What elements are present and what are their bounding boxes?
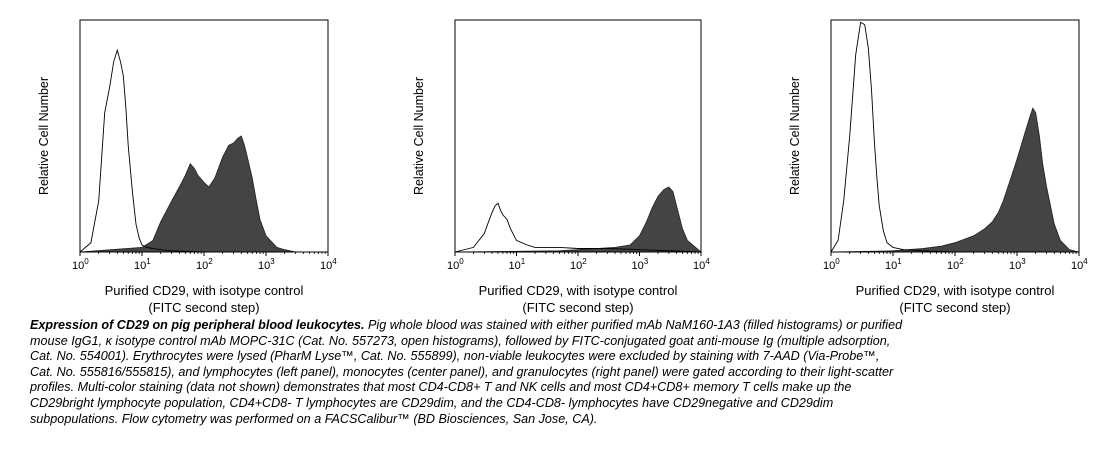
caption-line: Pig whole blood was stained with either …: [364, 318, 903, 332]
x-axis-label-line1: Purified CD29, with isotype control: [479, 283, 678, 298]
x-tick-label: 100: [72, 257, 89, 272]
x-tick-label: 102: [196, 257, 213, 272]
x-axis-label-line2: (FITC second step): [148, 300, 259, 315]
caption-line: Cat. No. 555816/555815), and lymphocytes…: [30, 364, 894, 379]
y-axis-label: Relative Cell Number: [788, 77, 802, 195]
x-tick-label: 103: [632, 257, 649, 272]
histogram-panel-center: 100 101 102 103 104 Relative Cell Number Purif…: [373, 0, 746, 318]
x-tick-label: 100: [823, 257, 840, 272]
filled-histogram-series: [79, 135, 328, 253]
histogram-svg: 100 101 102 103 104 Relative Cell Number Purif…: [37, 19, 337, 315]
x-tick-label: 104: [320, 257, 337, 272]
caption-line: Cat. No. 554001). Erythrocytes were lyse…: [30, 349, 880, 364]
y-axis-label: Relative Cell Number: [412, 77, 426, 195]
x-tick-label: 101: [134, 257, 151, 272]
x-tick-label: 104: [1071, 257, 1088, 272]
x-axis-label-line2: (FITC second step): [899, 300, 1010, 315]
filled-histogram-series: [454, 186, 703, 253]
caption-line: profiles. Multi-color staining (data not…: [30, 380, 852, 395]
y-axis-label: Relative Cell Number: [37, 77, 51, 195]
histogram-svg: 100 101 102 103 104 Relative Cell Number Purif…: [412, 19, 710, 315]
open-histogram-series: [79, 48, 328, 253]
x-tick-label: 103: [258, 257, 275, 272]
x-axis-label-line1: Purified CD29, with isotype control: [105, 283, 304, 298]
x-axis-label-line1: Purified CD29, with isotype control: [856, 283, 1055, 298]
x-axis-label-line2: (FITC second step): [522, 300, 633, 315]
open-histogram-series: [454, 202, 702, 253]
caption-line: mouse IgG1, κ isotype control mAb MOPC-3…: [30, 333, 891, 348]
x-tick-label: 100: [447, 257, 464, 272]
x-tick-label: 102: [570, 257, 587, 272]
x-tick-label: 102: [947, 257, 964, 272]
x-tick-label: 101: [885, 257, 902, 272]
histogram-panel-left: 100 101 102 103 104 Relative Cell Number Purif…: [0, 0, 373, 318]
figure-caption: Expression of CD29 on pig peripheral blo…: [30, 318, 1100, 427]
filled-histogram-series: [830, 107, 1080, 253]
caption-line: subpopulations. Flow cytometry was perfo…: [30, 411, 598, 426]
x-tick-label: 101: [509, 257, 526, 272]
x-tick-label: 104: [693, 257, 710, 272]
histogram-svg: 100 101 102 103 104 Relative Cell Number Purif…: [788, 19, 1088, 315]
histogram-panel-right: 100 101 102 103 104 Relative Cell Number Purif…: [746, 0, 1119, 318]
caption-line: CD29bright lymphocyte population, CD4+CD…: [30, 395, 834, 410]
caption-title: Expression of CD29 on pig peripheral blo…: [30, 318, 365, 332]
x-tick-label: 103: [1009, 257, 1026, 272]
open-histogram-series: [830, 21, 1079, 253]
